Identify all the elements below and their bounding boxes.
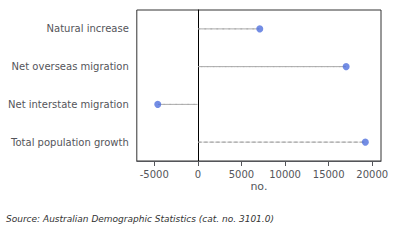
svg-text:Net overseas migration: Net overseas migration bbox=[12, 61, 129, 72]
svg-text:Total population growth: Total population growth bbox=[10, 137, 129, 148]
svg-text:Net interstate migration: Net interstate migration bbox=[8, 99, 129, 110]
svg-text:Source: Australian Demographic: Source: Australian Demographic Statistic… bbox=[6, 214, 274, 224]
svg-text:20000: 20000 bbox=[356, 169, 388, 180]
svg-text:no.: no. bbox=[250, 180, 267, 193]
svg-text:0: 0 bbox=[195, 169, 201, 180]
svg-text:-5000: -5000 bbox=[140, 169, 169, 180]
svg-text:10000: 10000 bbox=[269, 169, 301, 180]
svg-text:15000: 15000 bbox=[313, 169, 345, 180]
svg-text:Natural increase: Natural increase bbox=[47, 23, 129, 34]
svg-text:5000: 5000 bbox=[229, 169, 254, 180]
